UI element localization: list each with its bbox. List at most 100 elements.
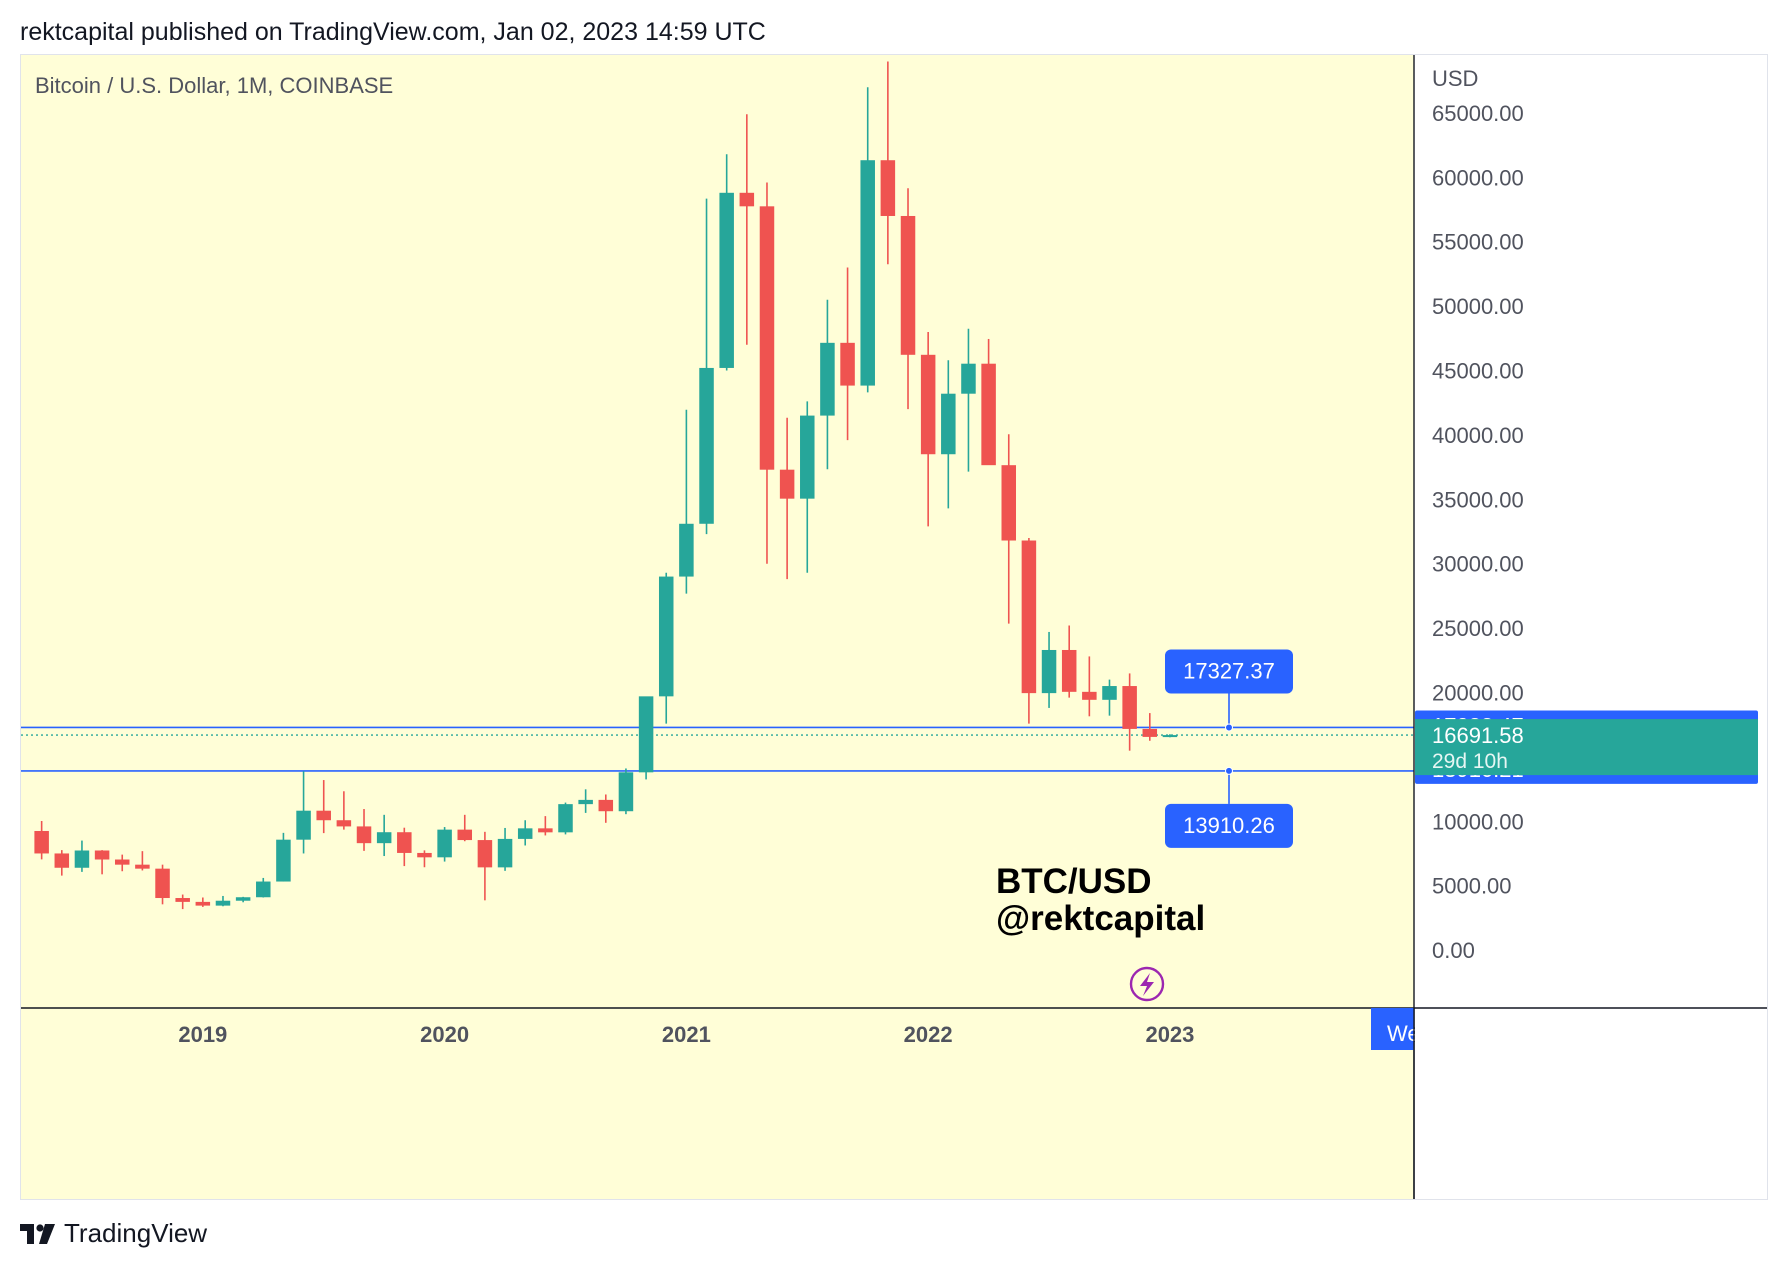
candle-2018-07[interactable] — [74, 840, 90, 872]
candle-body[interactable] — [316, 810, 331, 821]
candle-body[interactable] — [477, 840, 493, 868]
candle-body[interactable] — [336, 820, 352, 827]
candle-body[interactable] — [759, 206, 775, 470]
candle-2022-12[interactable] — [1142, 713, 1158, 741]
candle-2019-02[interactable] — [215, 895, 231, 907]
plot-background[interactable] — [21, 55, 1414, 1008]
candle-2020-03[interactable] — [477, 831, 493, 901]
candle-2021-05[interactable] — [759, 182, 775, 564]
lightning-icon[interactable] — [1129, 966, 1165, 1002]
candle-body[interactable] — [860, 160, 875, 386]
candle-2022-01[interactable] — [920, 332, 936, 527]
candle-body[interactable] — [517, 828, 533, 839]
candle-2021-08[interactable] — [820, 299, 835, 470]
candle-2018-08[interactable] — [94, 850, 110, 875]
candle-body[interactable] — [417, 852, 432, 858]
candle-body[interactable] — [155, 868, 170, 899]
candle-body[interactable] — [175, 898, 190, 902]
candle-body[interactable] — [800, 415, 815, 499]
chart-frame[interactable]: Bitcoin / U.S. Dollar, 1M, COINBASE BTC/U… — [20, 54, 1768, 1200]
candle-body[interactable] — [195, 901, 211, 906]
candle-2021-07[interactable] — [800, 401, 815, 573]
candle-2022-04[interactable] — [981, 338, 996, 466]
candle-body[interactable] — [820, 342, 835, 416]
candle-body[interactable] — [94, 850, 110, 860]
candle-2019-03[interactable] — [235, 896, 251, 903]
candle-2019-06[interactable] — [296, 771, 311, 854]
candle-body[interactable] — [34, 830, 49, 854]
candle-body[interactable] — [1162, 735, 1178, 738]
candle-body[interactable] — [658, 576, 674, 697]
time-axis-background[interactable] — [21, 1008, 1414, 1199]
candle-body[interactable] — [256, 881, 271, 898]
price-callout-1[interactable] — [1165, 649, 1293, 694]
candle-body[interactable] — [840, 342, 855, 386]
candle-body[interactable] — [54, 853, 70, 868]
candle-2018-10[interactable] — [135, 851, 150, 871]
candle-body[interactable] — [1122, 686, 1137, 729]
candle-body[interactable] — [497, 838, 513, 868]
candle-body[interactable] — [538, 828, 553, 833]
callout-anchor-2[interactable] — [1225, 766, 1233, 775]
candle-2019-04[interactable] — [256, 877, 271, 898]
candle-body[interactable] — [920, 354, 936, 455]
candle-2021-10[interactable] — [860, 87, 875, 393]
candle-2021-06[interactable] — [779, 417, 795, 580]
price-callout-2[interactable] — [1165, 803, 1293, 848]
candle-body[interactable] — [1102, 686, 1117, 700]
candlestick-chart[interactable]: Bitcoin / U.S. Dollar, 1M, COINBASE BTC/U… — [21, 55, 1767, 1199]
candle-body[interactable] — [1021, 540, 1037, 694]
candle-body[interactable] — [719, 192, 734, 368]
candle-body[interactable] — [74, 850, 90, 868]
candle-2018-12[interactable] — [175, 894, 190, 910]
candle-2020-12[interactable] — [658, 572, 674, 724]
candle-2020-08[interactable] — [578, 789, 593, 813]
candle-body[interactable] — [1142, 728, 1158, 737]
candle-2022-07[interactable] — [1041, 631, 1057, 708]
candle-body[interactable] — [981, 363, 996, 466]
candle-2020-02[interactable] — [457, 814, 473, 842]
candle-body[interactable] — [215, 900, 231, 906]
current-price-badge[interactable] — [1415, 719, 1758, 776]
candle-2022-08[interactable] — [1061, 625, 1077, 698]
candle-2022-02[interactable] — [941, 360, 956, 509]
candle-2021-12[interactable] — [900, 188, 916, 410]
candle-body[interactable] — [900, 215, 916, 355]
candle-2020-04[interactable] — [497, 827, 513, 871]
candle-body[interactable] — [880, 160, 896, 216]
candle-2019-09[interactable] — [356, 809, 372, 851]
candle-2022-03[interactable] — [961, 328, 976, 472]
candle-2021-09[interactable] — [840, 267, 855, 441]
candle-2020-09[interactable] — [598, 794, 614, 823]
candle-body[interactable] — [1082, 691, 1097, 700]
candle-2019-12[interactable] — [417, 850, 432, 868]
candle-2020-06[interactable] — [538, 816, 553, 836]
candle-body[interactable] — [437, 829, 452, 858]
candle-body[interactable] — [296, 810, 311, 840]
time-axis-badge[interactable] — [1371, 1008, 1414, 1050]
candle-body[interactable] — [638, 696, 654, 773]
candle-body[interactable] — [1061, 649, 1077, 692]
candle-2020-07[interactable] — [558, 802, 573, 835]
candle-body[interactable] — [135, 864, 150, 869]
candle-body[interactable] — [397, 832, 412, 853]
callout-anchor-1[interactable] — [1225, 723, 1233, 732]
candle-2018-09[interactable] — [114, 854, 130, 872]
candle-2019-05[interactable] — [276, 832, 291, 882]
candle-2018-11[interactable] — [155, 864, 170, 905]
candle-2019-10[interactable] — [376, 814, 392, 857]
candle-2018-06[interactable] — [54, 850, 70, 876]
candle-2019-11[interactable] — [397, 827, 412, 867]
candle-2022-06[interactable] — [1021, 537, 1037, 724]
candle-2020-05[interactable] — [517, 820, 533, 846]
tradingview-logo[interactable]: TradingView — [20, 1218, 207, 1249]
candle-body[interactable] — [356, 826, 372, 844]
candle-2018-05[interactable] — [34, 821, 49, 860]
candle-body[interactable] — [779, 469, 795, 499]
candle-body[interactable] — [699, 367, 714, 524]
candle-body[interactable] — [941, 393, 956, 455]
candle-body[interactable] — [679, 523, 694, 577]
candle-2019-01[interactable] — [195, 897, 211, 907]
candle-2022-11[interactable] — [1122, 673, 1137, 751]
candle-2022-05[interactable] — [1001, 434, 1017, 624]
